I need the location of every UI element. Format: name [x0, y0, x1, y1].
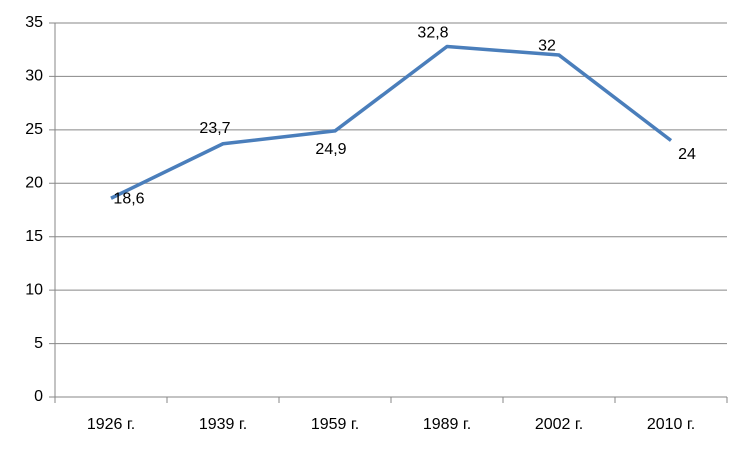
x-tick-label: 1926 г.	[87, 416, 135, 433]
x-tick-label: 1959 г.	[311, 416, 359, 433]
data-label: 24,9	[315, 141, 346, 158]
x-tick-label: 1939 г.	[199, 416, 247, 433]
data-label: 18,6	[113, 190, 144, 207]
x-tick-label: 2002 г.	[535, 416, 583, 433]
data-label: 23,7	[199, 120, 230, 137]
y-tick-label: 5	[34, 335, 43, 352]
data-label: 32,8	[417, 25, 448, 42]
x-tick-label: 1989 г.	[423, 416, 471, 433]
data-label: 32	[538, 37, 556, 54]
y-tick-label: 25	[25, 121, 43, 138]
y-tick-label: 30	[25, 68, 43, 85]
y-tick-label: 10	[25, 281, 43, 298]
line-series	[110, 44, 673, 200]
y-tick-label: 20	[25, 175, 43, 192]
y-tick-label: 0	[34, 388, 43, 405]
data-label: 24	[678, 146, 696, 163]
y-tick-label: 15	[25, 228, 43, 245]
y-tick-label: 35	[25, 14, 43, 31]
x-tick-label: 2010 г.	[647, 416, 695, 433]
